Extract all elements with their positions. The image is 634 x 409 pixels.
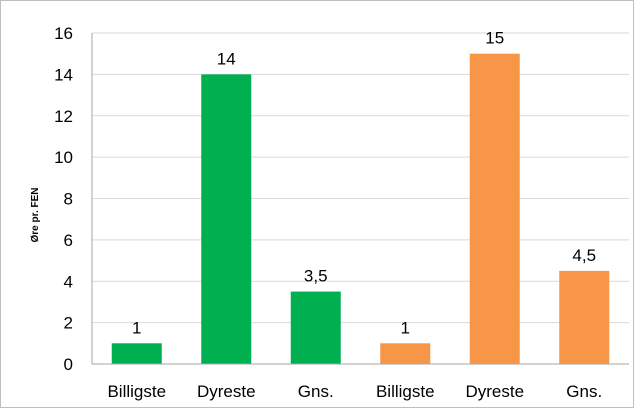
- y-tick-label: 4: [64, 272, 73, 291]
- data-label: 15: [485, 29, 504, 48]
- data-label: 14: [217, 49, 236, 68]
- y-tick-label: 0: [64, 355, 73, 374]
- x-tick-label: Billigste: [107, 382, 166, 401]
- x-tick-label: Dyreste: [465, 382, 524, 401]
- y-axis-title: Øre pr. FEN: [30, 187, 41, 242]
- y-tick-label: 10: [54, 148, 73, 167]
- bar: [469, 53, 520, 364]
- labels: 0 2 4 6 8 10 12 14 16 1 Billigste 14 Dyreste 3,5 Gns. 1…: [54, 24, 602, 401]
- y-tick-label: 14: [54, 65, 73, 84]
- y-tick-label: 6: [64, 231, 73, 250]
- data-label: 1: [132, 318, 141, 337]
- data-label: 1: [401, 318, 410, 337]
- y-tick-label: 12: [54, 107, 73, 126]
- data-label: 4,5: [572, 246, 596, 265]
- gridlines: [92, 32, 629, 324]
- bar: [559, 270, 610, 364]
- y-tick-label: 2: [64, 314, 73, 333]
- axes: [91, 33, 629, 365]
- x-tick-label: Dyreste: [197, 382, 256, 401]
- y-tick-label: 16: [54, 24, 73, 43]
- bars: [111, 53, 610, 364]
- bar: [201, 74, 252, 364]
- x-tick-label: Billigste: [376, 382, 435, 401]
- y-tick-label: 8: [64, 190, 73, 209]
- bar: [380, 343, 431, 364]
- x-tick-label: Gns.: [566, 382, 602, 401]
- x-tick-label: Gns.: [298, 382, 334, 401]
- bar: [290, 291, 341, 364]
- bar: [111, 343, 162, 364]
- data-label: 3,5: [304, 267, 328, 286]
